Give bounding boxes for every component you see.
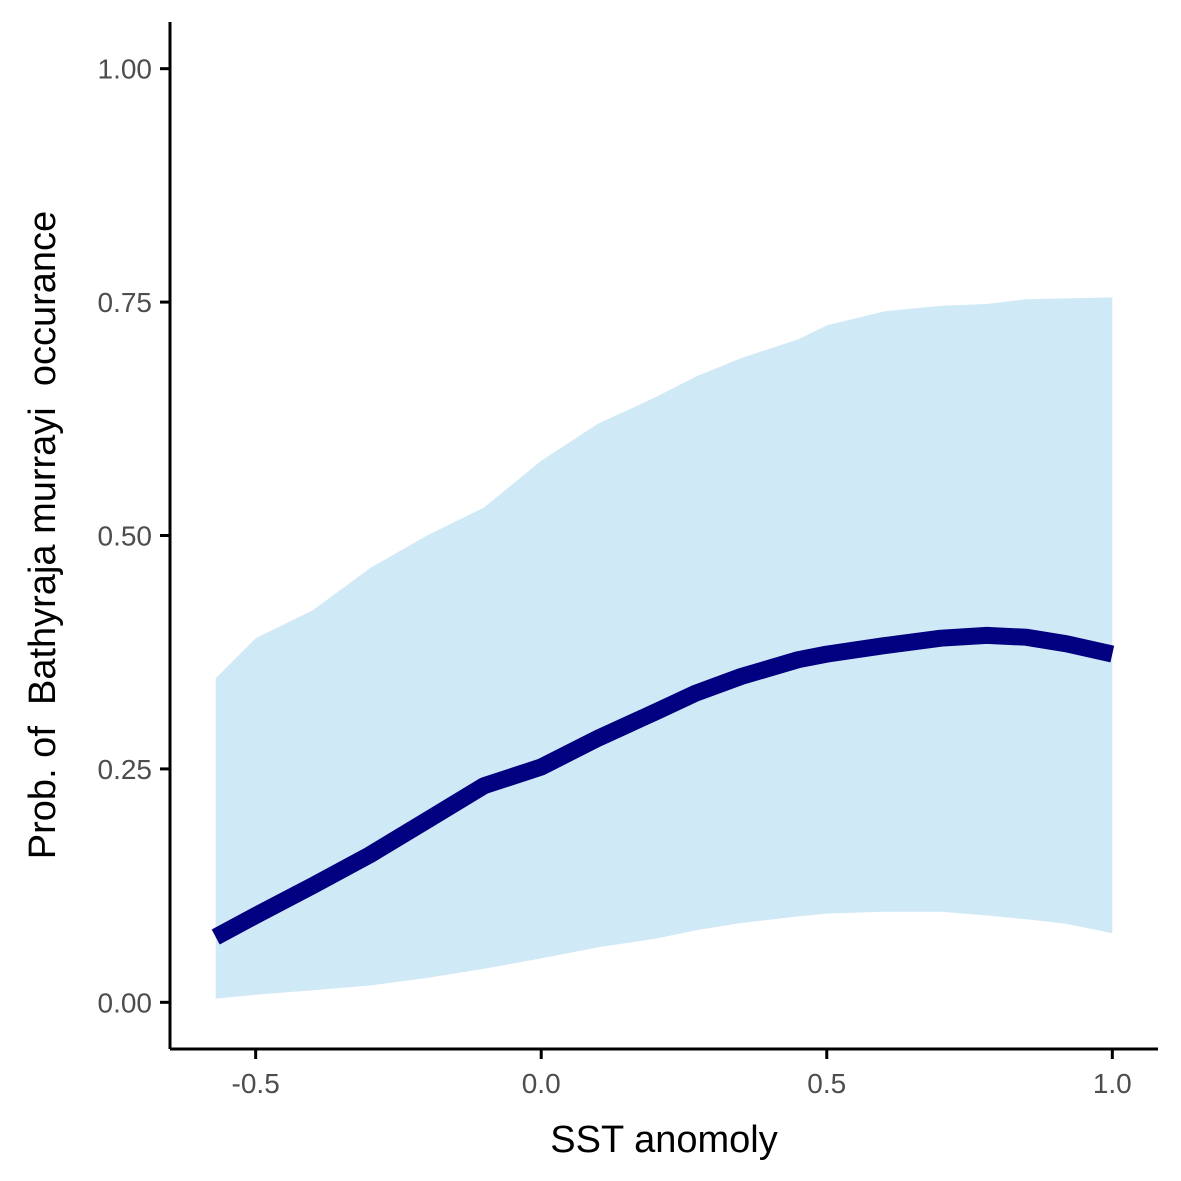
y-tick-label: 1.00	[98, 54, 153, 85]
y-tick-label: 0.00	[98, 987, 153, 1018]
fitted-probability-line	[211, 626, 1115, 945]
x-tick-label: -0.5	[232, 1068, 280, 1099]
confidence-ribbon-layer	[215, 297, 1113, 999]
line-layer	[211, 626, 1115, 945]
y-tick-label: 0.50	[98, 521, 153, 552]
y-tick-label: 0.75	[98, 287, 153, 318]
x-axis-title: SST anomoly	[550, 1119, 777, 1161]
ticks-layer: -0.5 0.0 0.5 1.0 0.00 0.25 0.50 0.75 1.00	[98, 54, 1132, 1099]
x-tick-label: 0.5	[807, 1068, 846, 1099]
x-tick-label: 0.0	[522, 1068, 561, 1099]
x-tick-label: 1.0	[1093, 1068, 1132, 1099]
confidence-ribbon	[215, 297, 1113, 999]
y-tick-label: 0.25	[98, 754, 153, 785]
y-axis-title: Prob. of Bathyraja murrayi occurance	[22, 211, 64, 859]
